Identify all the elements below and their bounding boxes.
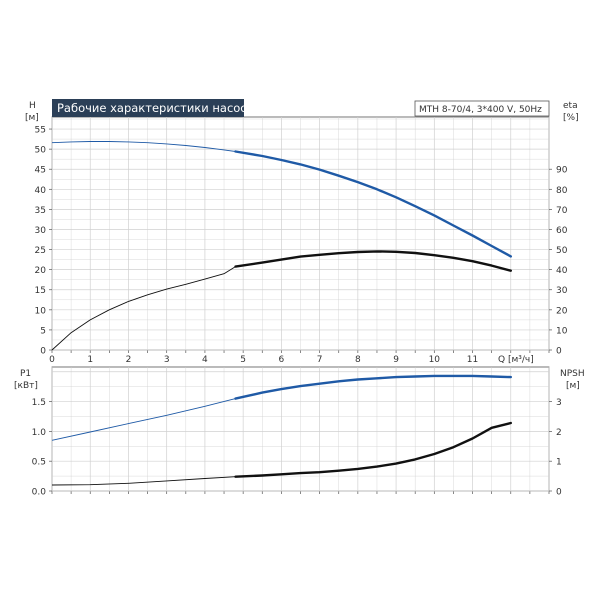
npsh-axis-unit: [м] bbox=[566, 381, 580, 391]
bottom-grid bbox=[51, 367, 550, 494]
h-axis-label: H bbox=[29, 101, 36, 111]
right-tick-label: 50 bbox=[556, 246, 568, 256]
right-tick-label: 90 bbox=[556, 166, 568, 176]
eta-curve bbox=[234, 250, 512, 272]
npsh-curve bbox=[234, 421, 512, 478]
eta-axis-label: eta bbox=[563, 101, 578, 111]
right-tick-label: 60 bbox=[556, 226, 568, 236]
h-axis-unit: [м] bbox=[25, 113, 39, 123]
x-tick-label: 6 bbox=[279, 355, 285, 365]
bottom-series bbox=[51, 374, 512, 486]
left-tick-label: 15 bbox=[35, 286, 46, 296]
left-tick-label: 1.0 bbox=[32, 428, 47, 438]
p1-curve bbox=[234, 374, 512, 400]
eta-axis-unit: [%] bbox=[563, 113, 579, 123]
x-tick-label: 10 bbox=[429, 355, 441, 365]
right-tick-label: 10 bbox=[556, 326, 568, 336]
bottom-tick-labels: 0.0 0.5 1.0 1.5 0 1 2 3 bbox=[32, 398, 562, 497]
chart-title-box bbox=[52, 99, 244, 117]
h-curve bbox=[234, 150, 512, 258]
x-tick-label: 4 bbox=[202, 355, 208, 365]
right-tick-label: 40 bbox=[556, 266, 568, 276]
p1-curve-thin bbox=[51, 398, 236, 441]
left-tick-label: 0 bbox=[40, 347, 46, 357]
x-tick-label: 3 bbox=[164, 355, 170, 365]
x-tick-label: 9 bbox=[393, 355, 399, 365]
x-tick-label: 8 bbox=[355, 355, 361, 365]
left-tick-label: 50 bbox=[35, 146, 47, 156]
left-tick-label: 1.5 bbox=[32, 398, 46, 408]
left-tick-label: 55 bbox=[35, 126, 46, 136]
right-tick-label: 30 bbox=[556, 286, 568, 296]
right-tick-label: 3 bbox=[556, 398, 562, 408]
model-box bbox=[414, 100, 550, 117]
right-tick-label: 70 bbox=[556, 206, 568, 216]
left-tick-label: 40 bbox=[35, 186, 47, 196]
right-tick-label: 2 bbox=[556, 428, 562, 438]
left-tick-label: 45 bbox=[35, 166, 46, 176]
right-tick-label: 0 bbox=[556, 347, 562, 357]
right-tick-label: 1 bbox=[556, 458, 562, 468]
left-tick-label: 20 bbox=[35, 266, 47, 276]
left-tick-label: 25 bbox=[35, 246, 46, 256]
left-tick-label: 35 bbox=[35, 206, 46, 216]
x-tick-label: 1 bbox=[87, 355, 93, 365]
chart-title: Рабочие характеристики насоса bbox=[57, 101, 254, 115]
left-tick-label: 0.0 bbox=[32, 488, 47, 498]
x-tick-label: 0 bbox=[49, 355, 55, 365]
q-axis-label: Q [м³/ч] bbox=[498, 355, 534, 365]
npsh-axis-label: NPSH bbox=[560, 369, 585, 379]
left-tick-label: 30 bbox=[35, 226, 47, 236]
x-tick-label: 2 bbox=[126, 355, 132, 365]
left-tick-label: 10 bbox=[35, 306, 47, 316]
left-tick-label: 0.5 bbox=[32, 458, 46, 468]
eta-curve-thin bbox=[51, 266, 236, 351]
right-tick-label: 20 bbox=[556, 306, 568, 316]
top-grid bbox=[51, 117, 550, 353]
x-tick-label: 5 bbox=[240, 355, 246, 365]
p1-axis-unit: [кВт] bbox=[14, 381, 38, 391]
x-tick-label: 11 bbox=[467, 355, 478, 365]
top-series bbox=[51, 141, 512, 351]
model-label: MTH 8-70/4, 3*400 V, 50Hz bbox=[419, 105, 542, 115]
right-tick-label: 0 bbox=[556, 488, 562, 498]
h-curve-thin bbox=[51, 141, 236, 152]
top-tick-labels: 0 1 2 3 4 5 6 7 8 9 10 1105101520253035404550550102… bbox=[35, 126, 568, 365]
right-tick-label: 80 bbox=[556, 186, 568, 196]
npsh-curve-thin bbox=[51, 476, 236, 486]
p1-axis-label: P1 bbox=[20, 369, 31, 379]
x-tick-label: 7 bbox=[317, 355, 323, 365]
left-tick-label: 5 bbox=[40, 326, 46, 336]
